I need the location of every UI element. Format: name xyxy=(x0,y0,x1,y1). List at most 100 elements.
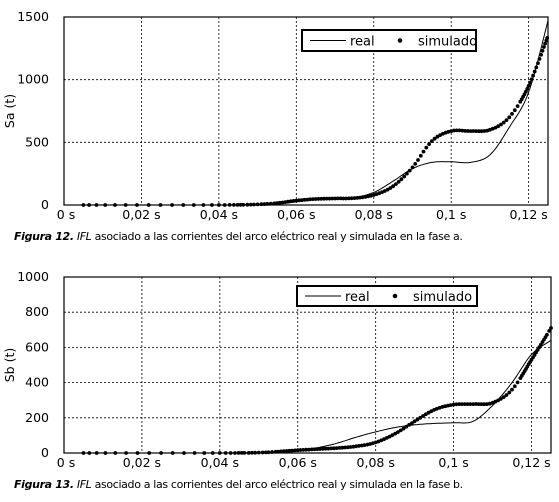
data-point xyxy=(253,450,257,455)
data-point xyxy=(499,122,503,127)
data-point xyxy=(280,200,285,205)
y-tick-label: 400 xyxy=(25,375,49,390)
y-axis-label: Sb (t) xyxy=(2,348,17,383)
data-point xyxy=(510,387,514,392)
data-point xyxy=(227,203,232,207)
data-point xyxy=(412,419,417,424)
data-point xyxy=(474,402,478,406)
data-point xyxy=(485,402,489,406)
data-point xyxy=(351,444,356,449)
legend-entry-real: real xyxy=(350,35,375,50)
legend-entry-real: real xyxy=(345,290,370,305)
data-point xyxy=(170,451,175,455)
x-tick-label: 0 s xyxy=(57,207,75,222)
data-point xyxy=(510,112,514,116)
data-point xyxy=(448,403,453,407)
y-tick-label: 1500 xyxy=(17,9,49,24)
legend-dot-symbol xyxy=(392,293,398,299)
data-point xyxy=(241,202,246,207)
data-point xyxy=(446,403,450,408)
data-point xyxy=(311,197,315,202)
data-point xyxy=(427,142,431,147)
data-point xyxy=(539,52,543,57)
data-point xyxy=(347,196,351,201)
data-point xyxy=(147,451,152,455)
x-tick-label: 0,02 s xyxy=(123,455,161,470)
data-point xyxy=(421,414,425,418)
legend-entry-simulado: simulado xyxy=(418,35,477,50)
data-point xyxy=(334,446,339,450)
data-point xyxy=(424,145,429,150)
caption-abbr: IFL xyxy=(76,230,92,243)
data-point xyxy=(348,445,353,449)
data-point xyxy=(501,395,506,399)
data-point xyxy=(543,41,547,46)
data-point xyxy=(501,120,506,125)
data-point xyxy=(545,332,549,337)
data-point xyxy=(452,128,456,133)
data-point xyxy=(407,423,411,427)
data-point xyxy=(113,203,117,207)
x-tick-label: 0,1 s xyxy=(436,207,466,222)
data-point xyxy=(236,451,241,455)
data-point xyxy=(281,449,286,454)
data-point xyxy=(312,447,317,452)
data-point xyxy=(515,104,520,108)
data-point xyxy=(301,448,306,452)
data-point xyxy=(507,115,512,120)
data-point xyxy=(496,124,501,129)
data-point xyxy=(316,197,321,201)
x-tick-label: 0,12 s xyxy=(509,207,547,222)
legend-dot-symbol xyxy=(397,38,403,43)
y-tick-label: 500 xyxy=(25,134,49,149)
data-point xyxy=(255,202,260,207)
data-point xyxy=(531,73,535,78)
data-point xyxy=(87,451,92,455)
data-point xyxy=(405,171,409,176)
data-point xyxy=(94,451,99,455)
data-point xyxy=(507,390,512,395)
data-point xyxy=(246,451,251,455)
data-point xyxy=(549,326,553,330)
data-point xyxy=(238,202,243,207)
y-tick-label: 200 xyxy=(25,410,49,425)
plot-frame xyxy=(63,16,549,206)
data-point xyxy=(344,196,348,201)
data-point xyxy=(396,179,401,184)
data-point xyxy=(294,198,299,203)
data-point xyxy=(528,80,532,85)
data-point xyxy=(512,108,517,113)
data-point xyxy=(332,446,336,451)
data-point xyxy=(354,444,359,449)
data-point xyxy=(547,329,552,333)
data-point xyxy=(191,203,196,207)
data-point xyxy=(407,168,412,173)
data-point xyxy=(233,451,237,455)
data-point xyxy=(340,445,345,450)
data-point xyxy=(94,203,99,207)
data-point xyxy=(202,451,207,455)
data-point xyxy=(333,196,337,201)
data-point xyxy=(471,402,475,406)
data-point xyxy=(307,447,311,452)
plot-frame xyxy=(63,276,552,454)
data-point xyxy=(532,69,537,74)
data-point xyxy=(474,129,478,134)
caption-label: Figura 12. xyxy=(14,230,74,243)
caption-abbr: IFL xyxy=(76,478,92,491)
data-point xyxy=(287,448,292,453)
data-point xyxy=(232,203,236,207)
y-tick-label: 800 xyxy=(25,304,49,319)
chart-fase-b: 0 s 0,02 s 0,04 s 0,06 s 0,08 s 0,1 s 0,12 s 0 2… xyxy=(2,269,553,470)
x-tick-label: 0,08 s xyxy=(355,207,393,222)
x-tick-label: 0 s xyxy=(57,455,75,470)
data-point xyxy=(276,449,281,454)
data-point xyxy=(471,129,476,133)
y-tick-label: 1000 xyxy=(17,269,49,284)
data-point xyxy=(349,196,354,201)
data-point xyxy=(401,426,406,431)
data-point xyxy=(482,129,487,133)
data-point xyxy=(387,434,392,439)
data-point xyxy=(170,203,175,207)
